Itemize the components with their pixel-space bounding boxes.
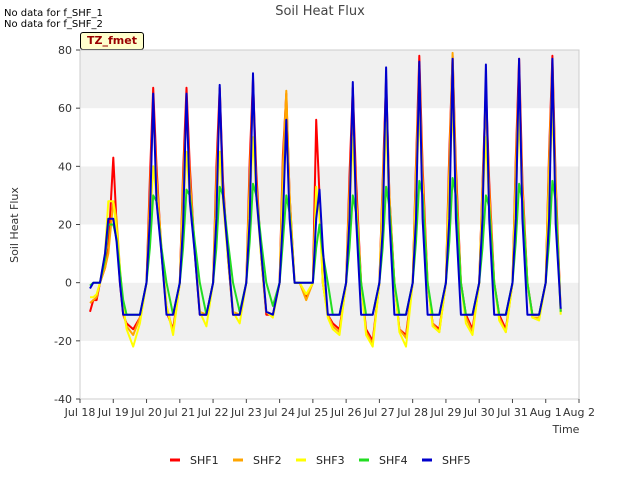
y-tick-label: 80	[58, 44, 72, 57]
x-axis-label: Time	[552, 423, 580, 436]
grid-band	[80, 108, 579, 167]
x-tick-label: Jul 30	[463, 406, 495, 419]
x-tick-label: Jul 26	[330, 406, 362, 419]
legend-label-shf3: SHF3	[316, 454, 345, 467]
grid-band	[80, 50, 579, 109]
grid-band	[80, 166, 579, 225]
x-tick-label: Jul 24	[263, 406, 295, 419]
x-tick-label: Aug 2	[563, 406, 595, 419]
chart-title: Soil Heat Flux	[275, 4, 365, 19]
no-data-note-2: No data for f_SHF_2	[4, 19, 103, 30]
grid-band	[80, 224, 579, 283]
x-tick-label: Jul 19	[97, 406, 129, 419]
x-tick-label: Jul 18	[64, 406, 96, 419]
y-axis-label: Soil Heat Flux	[8, 187, 21, 263]
x-tick-label: Jul 29	[430, 406, 462, 419]
x-tick-label: Jul 31	[496, 406, 528, 419]
y-tick-label: -20	[54, 335, 72, 348]
legend-label-shf1: SHF1	[190, 454, 219, 467]
grid-band	[80, 340, 579, 399]
x-tick-label: Jul 20	[130, 406, 162, 419]
y-tick-label: 40	[58, 160, 72, 173]
x-tick-label: Aug 1	[530, 406, 562, 419]
legend-label-shf2: SHF2	[253, 454, 282, 467]
x-tick-label: Jul 28	[396, 406, 428, 419]
x-tick-label: Jul 23	[230, 406, 262, 419]
legend-label-shf5: SHF5	[442, 454, 471, 467]
y-tick-label: 0	[65, 277, 72, 290]
y-tick-label: 60	[58, 102, 72, 115]
x-tick-label: Jul 27	[363, 406, 395, 419]
x-tick-label: Jul 22	[197, 406, 229, 419]
y-tick-label: 20	[58, 219, 72, 232]
y-tick-label: -40	[54, 393, 72, 406]
legend-label-shf4: SHF4	[379, 454, 408, 467]
x-tick-label: Jul 21	[163, 406, 195, 419]
no-data-note-1: No data for f_SHF_1	[4, 8, 103, 19]
x-tick-label: Jul 25	[296, 406, 328, 419]
series-line-shf5	[89, 57, 562, 316]
